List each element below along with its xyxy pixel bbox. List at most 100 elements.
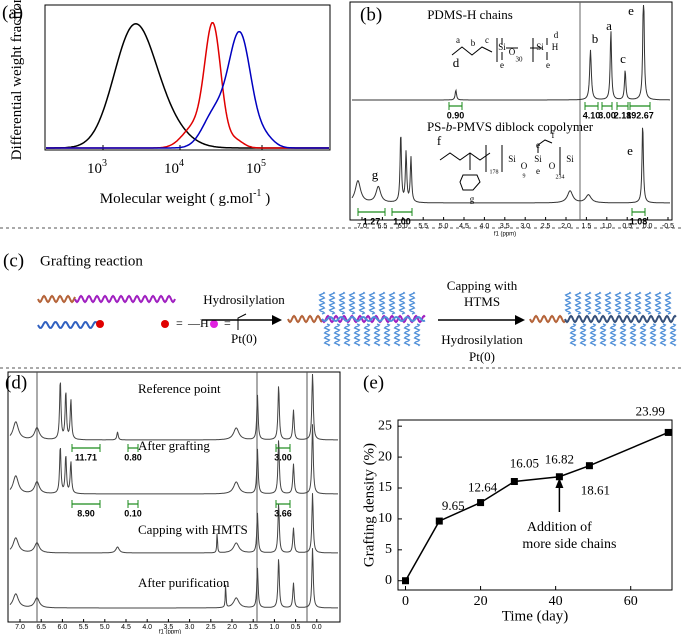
spectrum [9,493,338,554]
label: -0.5 [662,223,674,230]
label: 12.64 [468,480,498,495]
label: (e) [363,372,384,393]
side-chain [589,323,597,347]
label: 5 [385,542,392,557]
label: 1.08 [630,216,648,226]
side-chain [659,323,667,347]
label: 4.5 [121,624,131,631]
spectrum [352,4,670,101]
label: 6.5 [378,223,388,230]
label: 4.10 [583,110,601,120]
label: 6.5 [36,624,46,631]
label: Si [534,154,542,164]
side-chain [624,291,632,315]
label: g [470,194,475,204]
marker [664,428,672,436]
label: 2.0 [227,624,237,631]
label: Si [566,154,574,164]
label: (c) [3,250,24,271]
label: 60 [624,594,638,609]
label: 5.0 [100,624,110,631]
side-chain [363,323,371,347]
label: Pt(0) [469,349,495,364]
label: 0.80 [124,452,142,462]
label: 3.00 [598,110,616,120]
marker [585,462,593,470]
label: e [546,60,550,70]
label: 3.5 [164,624,174,631]
label: ) [261,191,270,207]
side-chain [403,323,411,347]
side-chain [584,291,592,315]
side-chain [368,291,376,315]
label: Capping with HMTS [138,522,248,537]
side-chain [639,323,647,347]
label: Time (day) [502,608,569,624]
label: 16.05 [510,455,539,470]
label: 1.5 [582,223,592,230]
side-chain [348,291,356,315]
chain [321,315,426,323]
label: PS- [427,119,446,134]
label: Addition of [527,520,592,535]
label: 10 [87,161,102,177]
chain [287,314,323,324]
side-chain [328,291,336,315]
label: 6.0 [398,223,408,230]
label: 8.90 [77,508,95,518]
label: H [552,42,559,52]
label: 234 [556,174,565,180]
side-chain [619,323,627,347]
label: Si [508,154,516,164]
x-tick-label: 103 [87,158,107,177]
x-tick-label: 104 [164,158,184,177]
plot-frame [349,1,673,221]
label: 23.99 [636,403,665,418]
arrow-head [555,478,564,488]
y-axis-label: Differential weight fraction [9,0,25,160]
label: 10 [378,511,392,526]
label: (a) [2,2,23,23]
side-chain [388,291,396,315]
dot [161,320,169,328]
label: 9 [523,173,526,179]
side-chain [358,291,366,315]
label: 40 [549,594,563,609]
bond [537,139,553,153]
x-tick-label: 105 [246,158,266,177]
label: more side chains [522,537,616,552]
label: 3.66 [274,508,292,518]
label: f [437,133,442,148]
label: = [224,316,231,330]
label: 2.5 [206,624,216,631]
label: 0 [402,594,409,609]
label: 0.90 [447,110,465,120]
arrow-head [272,315,282,325]
side-chain [599,323,607,347]
label: 2.18 [614,110,632,120]
label: 1.00 [393,216,411,226]
bond [439,145,561,191]
label: 20 [378,449,392,464]
plot-frame [44,4,331,151]
label: 0.5 [291,624,301,631]
label: 3.0 [185,624,195,631]
label: (d) [5,372,27,393]
label: 4 [179,158,184,169]
label: Si [498,42,506,52]
label: 5.5 [79,624,89,631]
side-chain [664,291,672,315]
label: c [485,35,489,45]
label: 9.65 [442,498,465,513]
label: O [509,47,516,57]
label: 6.0 [58,624,68,631]
label: c [620,51,626,66]
label: Pt(0) [231,331,257,346]
label: O [521,161,528,171]
label: 1.0 [270,624,280,631]
chain [37,321,99,329]
label: e [536,140,540,150]
side-chain [654,291,662,315]
label: f1 (ppm) [494,232,516,238]
chain [37,294,76,304]
